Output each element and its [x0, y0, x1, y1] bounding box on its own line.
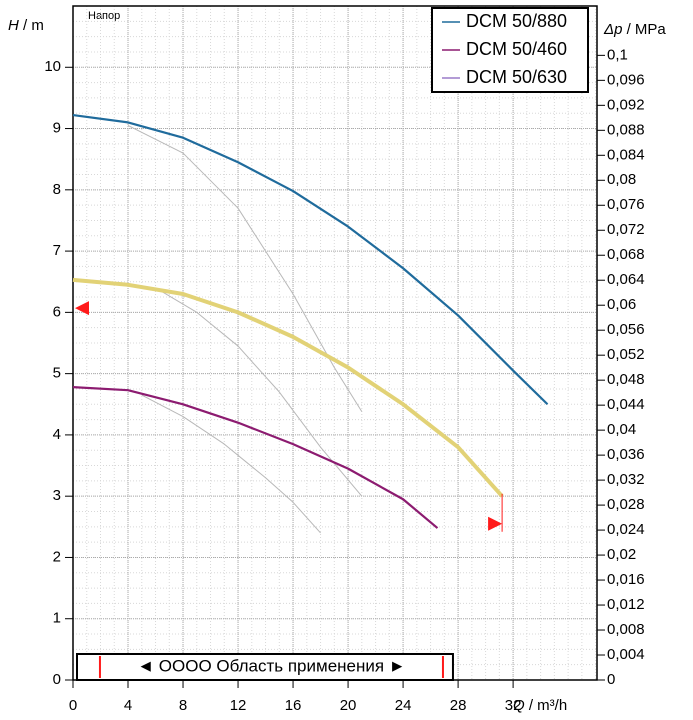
y2-tick-label: 0,06 [607, 296, 636, 313]
legend-label: DCM 50/460 [466, 39, 567, 59]
y2-label-unit: / MPa [622, 21, 666, 38]
y-tick-label: 1 [53, 610, 61, 627]
legend-label: DCM 50/630 [466, 67, 567, 87]
y2-tick-label: 0,032 [607, 471, 645, 488]
y2-tick-label: 0,052 [607, 346, 645, 363]
reference-curve [141, 394, 321, 534]
y2-label-symbol: Δp [603, 21, 622, 38]
y-tick-label: 2 [53, 548, 61, 565]
y-tick-label: 10 [44, 58, 61, 75]
x-tick-label: 16 [285, 697, 302, 714]
y2-tick-label: 0,008 [607, 621, 645, 638]
y2-tick-label: 0,08 [607, 171, 636, 188]
head-marker [75, 301, 89, 316]
y2-axis-label: Δp / MPa [603, 21, 666, 38]
y2-tick-label: 0,012 [607, 596, 645, 613]
range-box [76, 653, 454, 681]
x-tick-label: 20 [340, 697, 357, 714]
y2-tick-label: 0,02 [607, 546, 636, 563]
reference-curve [155, 287, 363, 497]
range-label: ◄ OOOO Область применения ► [137, 656, 405, 675]
x-tick-label: 32 [505, 697, 522, 714]
y2-tick-label: 0,072 [607, 221, 645, 238]
y2-tick-label: 0,064 [607, 271, 645, 288]
y2-tick-label: 0,068 [607, 246, 645, 263]
y2-tick-label: 0,1 [607, 46, 628, 63]
y2-tick-label: 0,024 [607, 521, 645, 538]
x-tick-label: 8 [179, 697, 187, 714]
reference-curve [127, 125, 363, 412]
y2-tick-label: 0,076 [607, 196, 645, 213]
y-label-unit: / m [19, 17, 44, 34]
y-tick-label: 3 [53, 487, 61, 504]
legend-label: DCM 50/880 [466, 11, 567, 31]
corner-label: Напор [88, 10, 120, 22]
y2-tick-label: 0,044 [607, 396, 645, 413]
y-tick-label: 5 [53, 365, 61, 382]
y2-tick-label: 0,004 [607, 646, 645, 663]
y2-tick-label: 0,04 [607, 421, 636, 438]
series-line [72, 386, 439, 529]
series-line [72, 113, 549, 406]
x-tick-label: 0 [69, 697, 77, 714]
y-label-symbol: H [8, 17, 19, 34]
flow-marker [488, 516, 503, 531]
y2-tick-label: 0,096 [607, 71, 645, 88]
y2-tick-label: 0,036 [607, 446, 645, 463]
y2-tick-label: 0,088 [607, 121, 645, 138]
x-tick-label: 24 [395, 697, 412, 714]
y2-tick-label: 0 [607, 671, 615, 688]
y-tick-label: 6 [53, 303, 61, 320]
y-tick-label: 0 [53, 671, 61, 688]
series-line [72, 277, 504, 498]
y2-tick-label: 0,016 [607, 571, 645, 588]
x-label-unit: / m³/h [525, 697, 568, 714]
x-tick-label: 28 [450, 697, 467, 714]
y2-tick-label: 0,028 [607, 496, 645, 513]
x-axis-label: Q / m³/h [513, 697, 567, 714]
y-tick-label: 7 [53, 242, 61, 259]
y-tick-label: 8 [53, 181, 61, 198]
y-tick-label: 4 [53, 426, 61, 443]
x-label-symbol: Q [513, 697, 525, 714]
x-tick-label: 12 [230, 697, 247, 714]
y2-tick-label: 0,048 [607, 371, 645, 388]
y2-tick-label: 0,056 [607, 321, 645, 338]
y2-tick-label: 0,092 [607, 96, 645, 113]
x-tick-label: 4 [124, 697, 132, 714]
y-tick-label: 9 [53, 120, 61, 137]
y-axis-label: H / m [8, 17, 44, 34]
y2-tick-label: 0,084 [607, 146, 645, 163]
